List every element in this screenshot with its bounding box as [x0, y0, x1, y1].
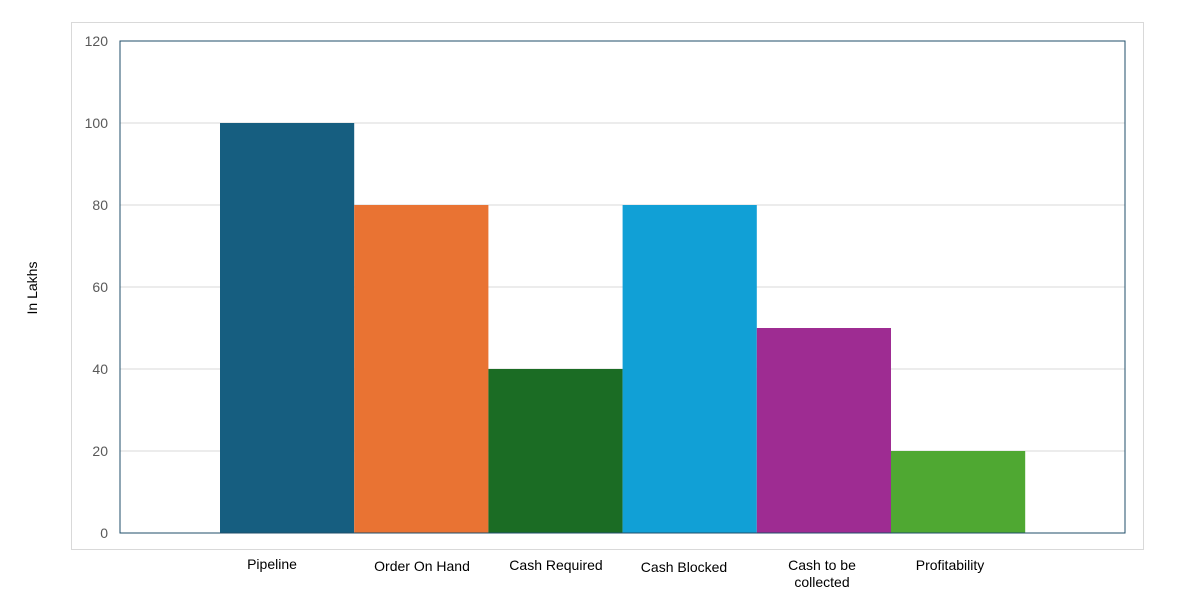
- plot-area-border: [119, 40, 1126, 534]
- y-tick-label: 0: [100, 525, 108, 541]
- bar-cash-blocked: [622, 205, 757, 533]
- x-tick-label: Pipeline: [197, 556, 347, 573]
- y-tick-labels: 0 20 40 60 80 100 120: [85, 33, 109, 541]
- x-tick-label-line: Pipeline: [247, 556, 297, 572]
- x-tick-label-line: Cash Required: [509, 557, 603, 573]
- x-tick-label-line: collected: [794, 574, 850, 590]
- bar-profitability: [891, 451, 1026, 533]
- bars: [220, 123, 1026, 533]
- x-tick-label: Cash Required: [481, 557, 631, 574]
- x-tick-label: Cash Blocked: [609, 559, 759, 576]
- x-tick-label: Profitability: [875, 557, 1025, 574]
- bar-cash-required: [488, 369, 623, 533]
- bar-cash-to-be-collected: [756, 328, 891, 533]
- y-tick-label: 20: [92, 443, 108, 459]
- y-tick-label: 80: [92, 197, 108, 213]
- x-tick-label-line: Cash Blocked: [640, 559, 728, 575]
- bar-order-on-hand: [354, 205, 489, 533]
- y-tick-label: 120: [85, 33, 109, 49]
- x-tick-label-line: Cash to be: [788, 557, 856, 573]
- y-tick-label: 100: [85, 115, 109, 131]
- x-tick-label: Cash to be collected: [747, 557, 897, 591]
- y-tick-label: 40: [92, 361, 108, 377]
- bar-pipeline: [220, 123, 355, 533]
- x-tick-label-line: Profitability: [915, 557, 985, 573]
- y-tick-label: 60: [92, 279, 108, 295]
- x-tick-label: Order On Hand: [347, 558, 497, 575]
- x-tick-label-line: Order On Hand: [374, 558, 470, 574]
